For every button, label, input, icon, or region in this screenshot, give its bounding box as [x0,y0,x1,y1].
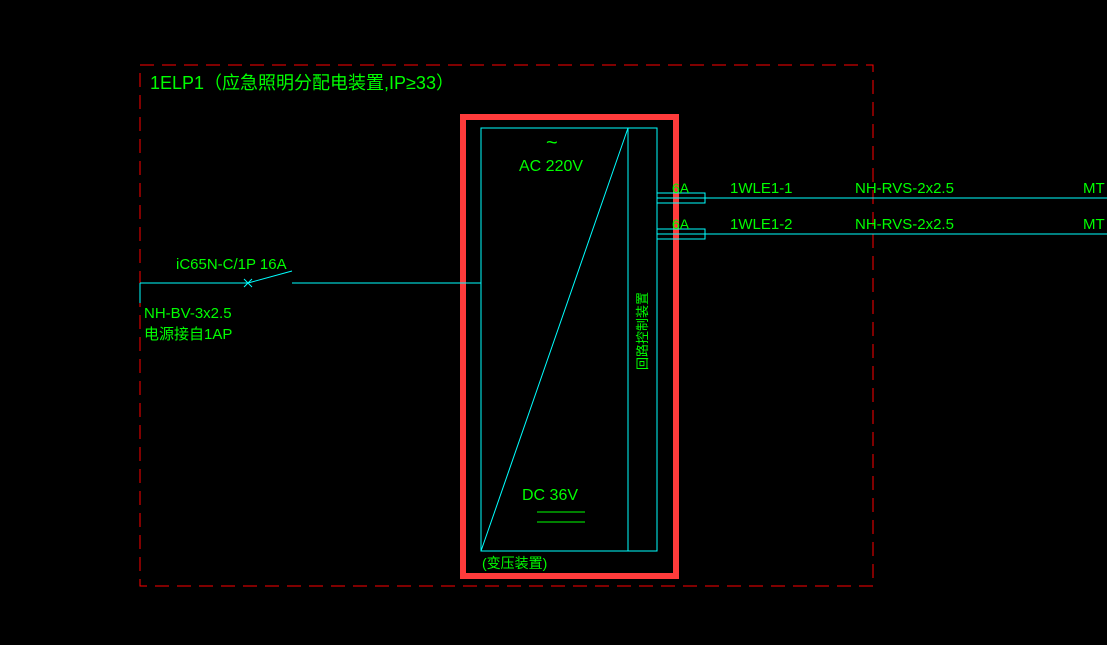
circuit-id: 1WLE1-2 [730,216,793,233]
ac-symbol: ~ [546,132,558,154]
cable-spec: NH-RVS-2x2.5 [855,180,954,197]
circuit-id: 1WLE1-1 [730,180,793,197]
fuse-rating: 6A [672,180,690,196]
transformer-caption: (变压装置) [482,555,547,571]
breaker-label: iC65N-C/1P 16A [176,256,287,273]
input-cable-label: NH-BV-3x2.5 [144,305,232,322]
fuse-rating: 6A [672,216,690,232]
conduit-type: MT [1083,216,1105,233]
dc-voltage-label: DC 36V [522,487,578,504]
conduit-type: MT [1083,180,1105,197]
canvas-bg [0,0,1107,645]
ac-voltage-label: AC 220V [519,158,583,175]
cable-spec: NH-RVS-2x2.5 [855,216,954,233]
panel-title: 1ELP1（应急照明分配电装置,IP≥33） [150,73,454,93]
electrical-diagram: 1ELP1（应急照明分配电装置,IP≥33） ~ AC 220V DC 36V (变压装… [0,0,1107,645]
input-source-label: 电源接自1AP [144,326,232,343]
controller-label: 回路控制装置 [635,292,650,370]
